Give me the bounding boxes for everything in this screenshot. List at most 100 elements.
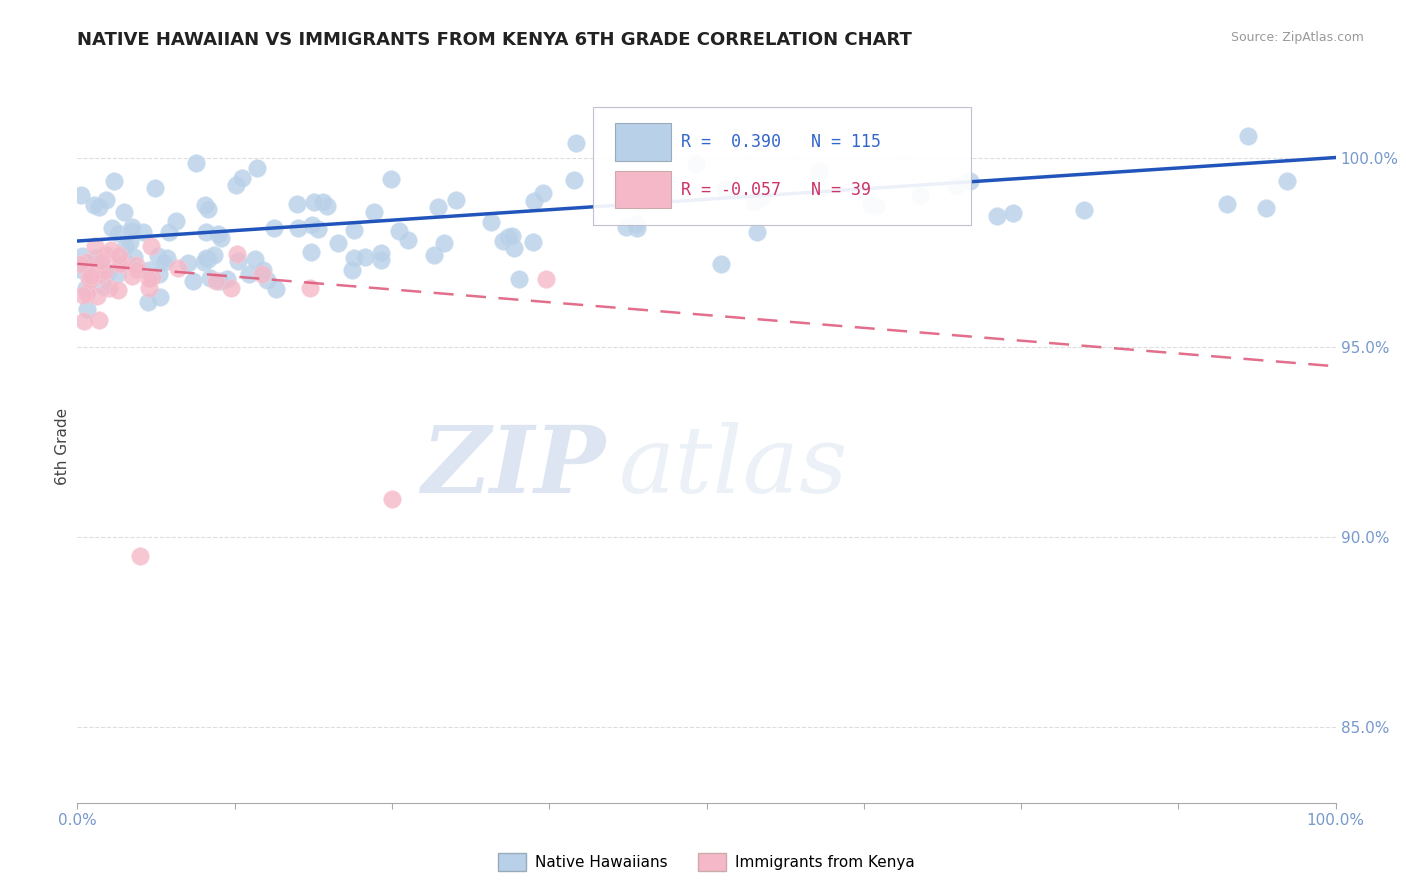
Point (89, 268, 111, 282)
Point (183, 274, 205, 288)
Point (91, 279, 114, 293)
Point (193, 254, 215, 268)
Point (112, 204, 135, 219)
Point (614, 219, 637, 234)
Point (79, 267, 101, 281)
Point (807, 164, 830, 178)
Point (84, 239, 107, 253)
Point (381, 492, 404, 507)
Point (492, 235, 515, 249)
Point (422, 248, 444, 262)
Point (626, 221, 648, 235)
Point (89, 263, 111, 277)
Point (1073, 203, 1095, 218)
Point (1236, 129, 1258, 144)
Point (742, 194, 765, 209)
Point (76, 302, 98, 317)
Point (353, 250, 375, 264)
Point (370, 253, 392, 268)
Point (114, 254, 136, 268)
Point (143, 181, 166, 195)
Point (121, 223, 143, 237)
Point (72, 287, 94, 301)
Point (225, 178, 247, 193)
Point (197, 202, 219, 216)
Point (138, 271, 160, 285)
Point (138, 281, 160, 295)
Point (363, 204, 385, 219)
Point (122, 250, 145, 264)
Point (1254, 201, 1277, 215)
Point (207, 227, 229, 241)
Point (859, 198, 882, 212)
Point (215, 272, 238, 286)
Point (129, 549, 152, 563)
Point (111, 256, 134, 270)
Point (96, 193, 118, 207)
Point (498, 229, 520, 244)
Point (72, 263, 94, 277)
Point (108, 257, 131, 271)
Point (87, 200, 110, 214)
Point (86, 289, 108, 303)
Point (534, 272, 557, 286)
Point (98, 281, 121, 295)
Point (205, 274, 228, 288)
Point (90, 253, 112, 268)
Point (107, 283, 129, 297)
Point (195, 225, 218, 239)
Point (302, 194, 325, 209)
Text: Source: ZipAtlas.com: Source: ZipAtlas.com (1230, 31, 1364, 45)
Point (710, 257, 733, 271)
Point (94, 247, 117, 261)
Point (97, 265, 120, 279)
Point (105, 267, 128, 281)
Bar (614, 171, 671, 209)
Legend: Native Hawaiians, Immigrants from Kenya: Native Hawaiians, Immigrants from Kenya (492, 847, 921, 877)
Point (108, 248, 131, 262)
Point (219, 281, 242, 295)
Point (315, 199, 337, 213)
Point (76, 255, 98, 269)
Point (531, 186, 554, 200)
Point (103, 174, 125, 188)
Point (86, 251, 108, 265)
Point (503, 241, 526, 255)
Point (226, 247, 249, 261)
Point (433, 235, 456, 250)
Point (89, 313, 111, 327)
Point (326, 235, 349, 250)
Point (523, 194, 546, 208)
Point (685, 157, 707, 171)
Point (238, 267, 260, 281)
Point (70, 188, 93, 202)
Point (209, 274, 232, 288)
Point (243, 252, 266, 266)
Point (343, 251, 366, 265)
Point (138, 263, 160, 277)
Point (114, 239, 136, 253)
Y-axis label: 6th Grade: 6th Grade (55, 408, 70, 484)
Point (380, 172, 402, 186)
Point (501, 229, 523, 244)
Point (522, 235, 544, 250)
Point (749, 191, 772, 205)
Point (1216, 197, 1239, 211)
Text: ZIP: ZIP (422, 423, 606, 512)
Point (186, 155, 208, 169)
Point (252, 263, 274, 277)
Point (120, 235, 142, 249)
Point (264, 281, 287, 295)
Point (141, 270, 163, 285)
Point (388, 224, 411, 238)
Point (301, 218, 323, 232)
Point (959, 174, 981, 188)
Point (165, 213, 187, 227)
Point (167, 261, 190, 276)
Text: R = -0.057   N = 39: R = -0.057 N = 39 (682, 181, 872, 199)
Point (370, 246, 392, 260)
Point (745, 225, 768, 239)
Point (479, 215, 502, 229)
Point (73, 314, 96, 328)
Point (77, 271, 100, 285)
